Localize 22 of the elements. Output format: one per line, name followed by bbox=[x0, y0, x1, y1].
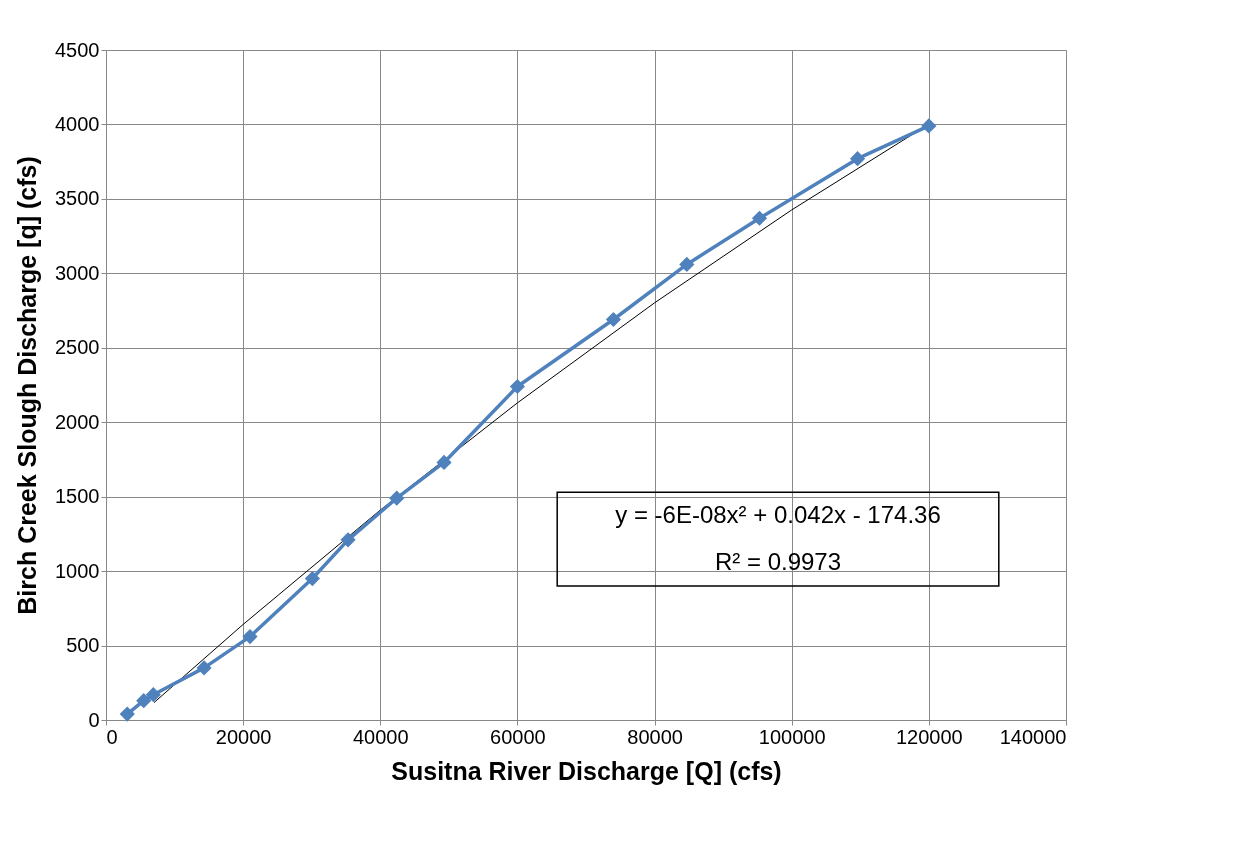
y-tick-label: 3000 bbox=[55, 261, 100, 284]
y-tick-label: 1000 bbox=[55, 559, 100, 582]
x-axis-title: Susitna River Discharge [Q] (cfs) bbox=[391, 756, 782, 785]
x-tick-label: 100000 bbox=[758, 725, 826, 748]
y-tick-label: 2500 bbox=[55, 336, 100, 359]
y-tick-label: 0 bbox=[88, 708, 100, 731]
annotation: R² = 0.9973 bbox=[714, 547, 842, 575]
y-tick-label: 2000 bbox=[55, 410, 100, 433]
y-tick-label: 4500 bbox=[55, 38, 100, 61]
y-axis-title: Birch Creek Slough Discharge [q] (cfs) bbox=[13, 156, 42, 615]
x-tick-label: 40000 bbox=[352, 725, 409, 748]
x-tick-label: 140000 bbox=[999, 725, 1067, 748]
y-tick-label: 1500 bbox=[55, 485, 100, 508]
x-tick-label: 120000 bbox=[895, 725, 963, 748]
y-tick-label: 3500 bbox=[55, 187, 100, 210]
x-tick-label: 80000 bbox=[627, 725, 683, 748]
x-tick-label: 60000 bbox=[490, 725, 546, 748]
y-tick-label: 500 bbox=[66, 634, 100, 657]
x-tick-label: 0 bbox=[106, 725, 118, 748]
x-tick-label: 20000 bbox=[215, 725, 272, 748]
y-tick-label: 4000 bbox=[55, 112, 100, 135]
annotation: y = -6E-08x² + 0.042x - 174.36 bbox=[615, 500, 941, 528]
